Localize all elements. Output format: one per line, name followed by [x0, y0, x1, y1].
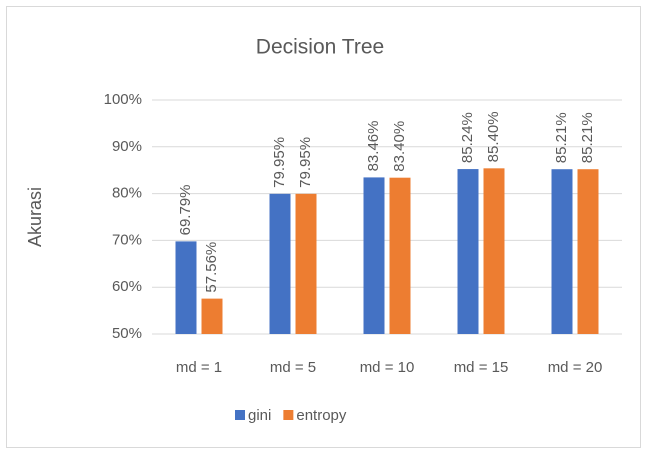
- legend-label: entropy: [296, 407, 347, 424]
- x-tick-label: md = 20: [548, 359, 603, 376]
- value-label: 85.24%: [459, 112, 476, 163]
- legend-swatch: [283, 410, 294, 420]
- value-label: 83.40%: [391, 121, 408, 172]
- chart-border: [6, 6, 641, 448]
- y-axis-label: Akurasi: [25, 187, 45, 247]
- value-label: 69.79%: [177, 185, 194, 236]
- y-tick-label: 100%: [104, 91, 142, 108]
- y-tick-label: 70%: [112, 231, 142, 248]
- bar: [389, 177, 411, 334]
- bar: [175, 241, 197, 334]
- y-tick-label: 50%: [112, 325, 142, 342]
- y-tick-label: 80%: [112, 185, 142, 202]
- bar: [457, 169, 479, 334]
- y-tick-label: 60%: [112, 278, 142, 295]
- value-label: 57.56%: [203, 242, 220, 293]
- value-label: 85.21%: [553, 112, 570, 163]
- y-tick-label: 90%: [112, 138, 142, 155]
- x-tick-label: md = 10: [360, 359, 415, 376]
- x-tick-label: md = 15: [454, 359, 509, 376]
- legend-swatch: [235, 410, 245, 420]
- bar: [269, 193, 291, 334]
- x-tick-label: md = 5: [270, 359, 316, 376]
- value-label: 79.95%: [297, 137, 314, 188]
- bar: [201, 298, 223, 334]
- value-label: 83.46%: [365, 121, 382, 172]
- x-tick-label: md = 1: [176, 359, 222, 376]
- bar: [483, 168, 505, 334]
- legend-label: gini: [248, 407, 271, 424]
- bar: [577, 169, 599, 334]
- bar: [551, 169, 573, 334]
- value-label: 79.95%: [271, 137, 288, 188]
- chart-title: Decision Tree: [256, 36, 384, 59]
- value-label: 85.21%: [579, 112, 596, 163]
- bar: [295, 193, 317, 334]
- bar: [363, 177, 385, 334]
- value-label: 85.40%: [485, 111, 502, 162]
